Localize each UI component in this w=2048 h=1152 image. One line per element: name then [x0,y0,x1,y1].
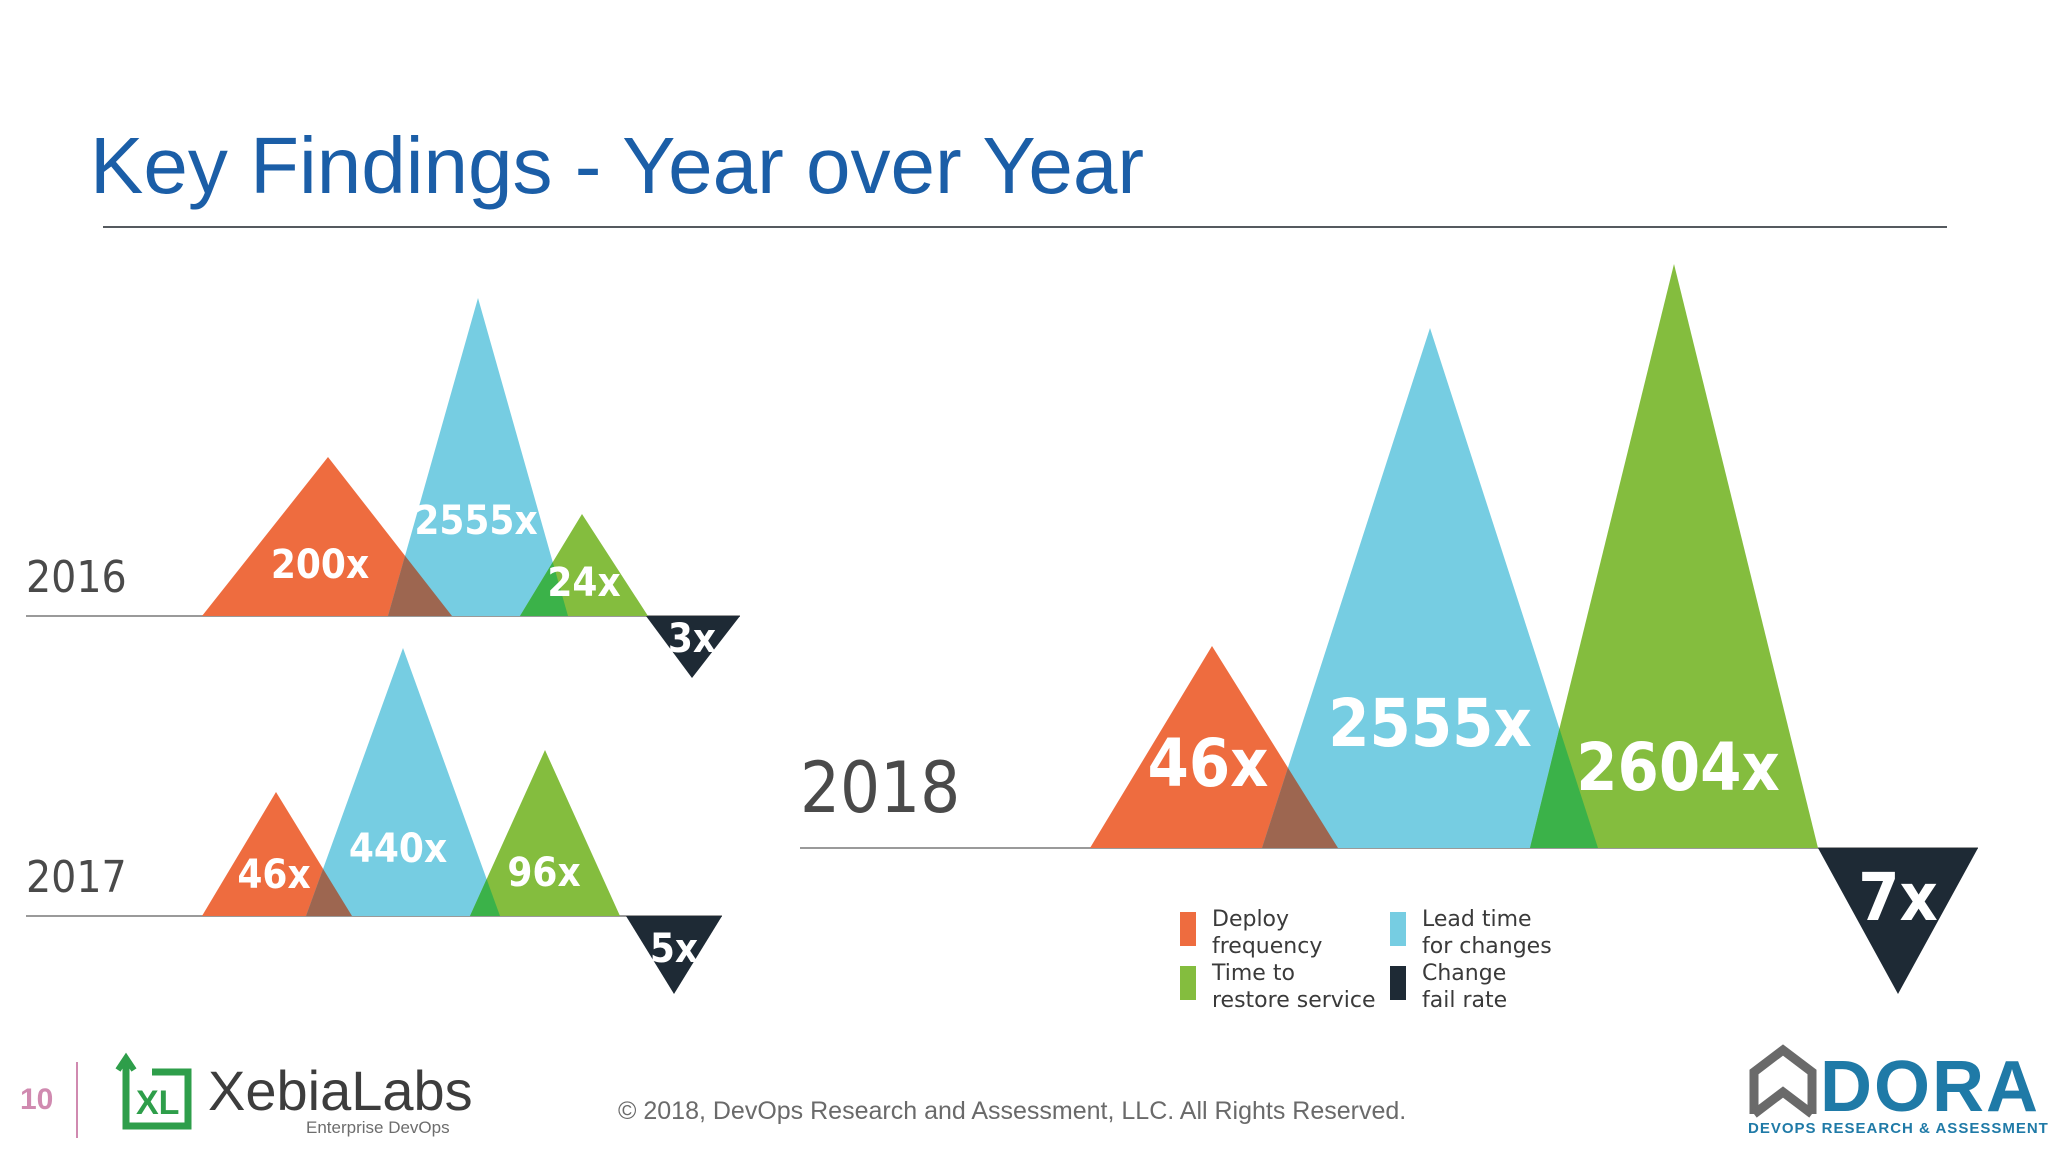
lead-time-for-changes-triangle-2017 [306,648,500,916]
year-label-2017: 2017 [26,852,127,903]
overlap-0-1-2016 [388,555,452,616]
change-fail-rate-triangle-2016 [646,616,740,678]
legend-swatch-lead-time-for-changes [1390,912,1406,946]
legend-label-lead-time-for-changes: Lead time [1422,907,1532,932]
page-number: 10 [20,1083,54,1116]
deploy-frequency-value-2018: 46x [1148,725,1269,802]
legend-label-line2-deploy-frequency: frequency [1212,934,1322,959]
lead-time-for-changes-triangle-2018 [1262,328,1598,848]
overlap-1-2-2017 [470,879,500,916]
deploy-frequency-triangle-2017 [202,792,352,916]
deploy-frequency-triangle-2018 [1090,646,1338,848]
change-fail-rate-triangle-2018 [1818,848,1978,994]
change-fail-rate-value-2017: 5x [650,926,698,972]
xebialabs-tagline: Enterprise DevOps [306,1118,450,1137]
lead-time-for-changes-triangle-2016 [388,298,568,616]
title-rule [103,226,1947,228]
change-fail-rate-triangle-2017 [626,916,722,994]
slide-title: Key Findings - Year over Year [90,121,1145,210]
copyright-text: © 2018, DevOps Research and Assessment, … [618,1097,1407,1125]
year-label-2016: 2016 [26,552,127,603]
overlap-0-1-2017 [306,868,352,916]
year-label-2018: 2018 [800,747,960,829]
lead-time-for-changes-value-2016: 2555x [414,498,537,544]
time-to-restore-service-triangle-2018 [1530,264,1818,848]
panel-2018: 2018 46x 2555x 2604x 7x [800,264,1978,994]
change-fail-rate-value-2016: 3x [668,616,716,662]
time-to-restore-service-value-2018: 2604x [1576,729,1780,806]
xebialabs-name: XebiaLabs [208,1059,473,1122]
overlap-0-1-2018 [1262,767,1338,848]
time-to-restore-service-triangle-2017 [470,750,620,916]
deploy-frequency-value-2016: 200x [271,542,369,588]
deploy-frequency-triangle-2016 [202,457,452,616]
legend-label-time-to-restore-service: Time to [1211,961,1295,986]
legend-swatch-change-fail-rate [1390,966,1406,1000]
panel-2017: 2017 46x 440x 96x 5x [26,648,722,994]
lead-time-for-changes-value-2018: 2555x [1328,685,1532,762]
xebialabs-mark: XL [136,1084,179,1122]
legend-label-line2-lead-time-for-changes: for changes [1422,934,1552,959]
legend-label-line2-change-fail-rate: fail rate [1422,988,1507,1013]
time-to-restore-service-value-2016: 24x [547,560,620,606]
change-fail-rate-value-2018: 7x [1858,859,1938,936]
legend-swatch-deploy-frequency [1180,912,1196,946]
xebialabs-logo-icon: XL [115,1052,192,1130]
dora-name: DORA [1820,1047,2040,1127]
time-to-restore-service-value-2017: 96x [507,850,580,896]
dora-logo-icon [1749,1044,1817,1118]
legend-label-line2-time-to-restore-service: restore service [1212,988,1376,1013]
legend-label-change-fail-rate: Change [1422,961,1506,986]
lead-time-for-changes-value-2017: 440x [349,826,447,872]
deploy-frequency-value-2017: 46x [237,852,310,898]
legend-swatch-time-to-restore-service [1180,966,1196,1000]
legend-label-deploy-frequency: Deploy [1212,907,1289,932]
overlap-1-2-2016 [520,562,568,616]
dora-tagline: DEVOPS RESEARCH & ASSESSMENT [1748,1120,2048,1137]
overlap-1-2-2018 [1530,728,1598,848]
footer-separator [76,1062,78,1138]
